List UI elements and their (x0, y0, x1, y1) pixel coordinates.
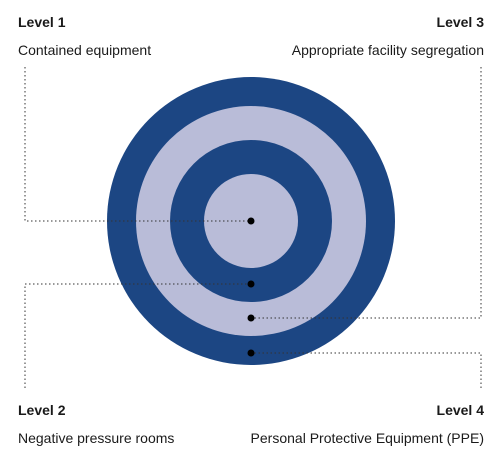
leader-line-level-1 (24, 67, 251, 222)
level-2-description: Negative pressure rooms (18, 430, 175, 446)
label-level-4: Level 4 Personal Protective Equipment (P… (251, 402, 484, 446)
leader-line-level-4 (251, 352, 482, 388)
leader-line-level-3 (251, 67, 482, 319)
dot-level-3 (247, 314, 255, 322)
dot-level-1 (247, 217, 255, 225)
level-4-description: Personal Protective Equipment (PPE) (250, 430, 484, 446)
dot-level-2 (247, 280, 255, 288)
label-level-1: Level 1 Contained equipment (18, 14, 151, 58)
level-1-title: Level 1 (18, 14, 66, 30)
label-level-2: Level 2 Negative pressure rooms (18, 402, 174, 446)
level-3-description: Appropriate facility segregation (291, 42, 484, 58)
dot-level-4 (247, 349, 255, 357)
level-1-description: Contained equipment (18, 42, 152, 58)
level-3-title: Level 3 (436, 14, 484, 30)
leader-line-level-2 (24, 283, 251, 388)
label-level-3: Level 3 Appropriate facility segregation (292, 14, 484, 58)
level-4-title: Level 4 (436, 402, 484, 418)
level-2-title: Level 2 (18, 402, 66, 418)
